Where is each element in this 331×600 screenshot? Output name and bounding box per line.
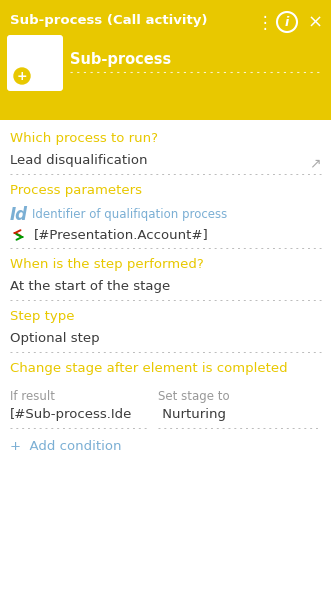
Text: Which process to run?: Which process to run?	[10, 132, 158, 145]
Text: +: +	[17, 70, 27, 82]
Circle shape	[14, 68, 30, 84]
Text: Id: Id	[10, 206, 28, 224]
Text: i: i	[285, 16, 289, 28]
Text: Process parameters: Process parameters	[10, 184, 142, 197]
Text: When is the step performed?: When is the step performed?	[10, 258, 204, 271]
Text: Set stage to: Set stage to	[158, 390, 230, 403]
Text: ⋮: ⋮	[257, 14, 273, 32]
Text: [#Sub-process.Ide: [#Sub-process.Ide	[10, 408, 132, 421]
Text: Sub-process: Sub-process	[70, 52, 171, 67]
Text: Optional step: Optional step	[10, 332, 100, 345]
FancyBboxPatch shape	[0, 0, 331, 120]
Text: ×: ×	[307, 14, 323, 32]
Text: Lead disqualification: Lead disqualification	[10, 154, 148, 167]
Text: If result: If result	[10, 390, 55, 403]
Text: Nurturing: Nurturing	[158, 408, 226, 421]
Text: [#Presentation.Account#]: [#Presentation.Account#]	[34, 228, 209, 241]
Text: +  Add condition: + Add condition	[10, 440, 121, 453]
Text: At the start of the stage: At the start of the stage	[10, 280, 170, 293]
FancyBboxPatch shape	[7, 35, 63, 91]
Text: ↗: ↗	[309, 156, 321, 170]
Text: Sub-process (Call activity): Sub-process (Call activity)	[10, 14, 208, 27]
Text: Step type: Step type	[10, 310, 74, 323]
Text: Change stage after element is completed: Change stage after element is completed	[10, 362, 288, 375]
Text: Identifier of qualifiqation process: Identifier of qualifiqation process	[32, 208, 227, 221]
